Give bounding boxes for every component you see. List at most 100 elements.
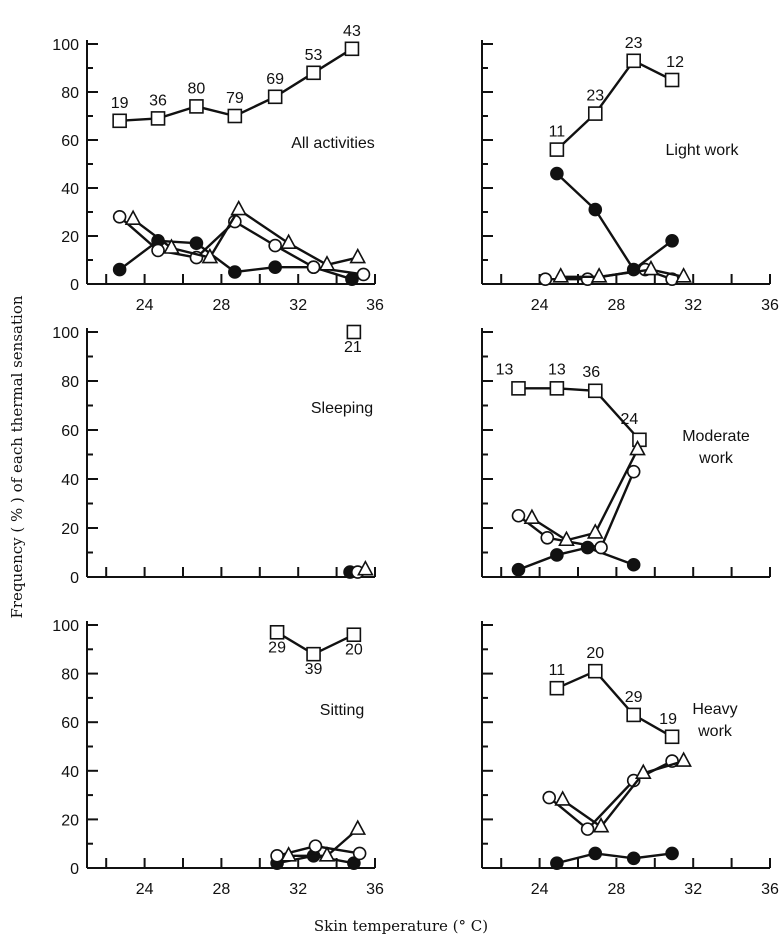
y-tick-label: 0 bbox=[70, 570, 79, 587]
x-axis-title: Skin temperature (° C) bbox=[314, 917, 488, 935]
x-tick-label: 32 bbox=[684, 297, 702, 314]
data-label: 12 bbox=[666, 54, 684, 71]
triangle-point bbox=[280, 846, 297, 862]
panel-title: Sitting bbox=[320, 702, 364, 719]
y-tick-label: 100 bbox=[52, 618, 79, 635]
data-label: 36 bbox=[582, 364, 600, 381]
square-point bbox=[549, 381, 565, 396]
x-tick-label: 36 bbox=[366, 881, 384, 898]
open-circle-point bbox=[594, 540, 608, 555]
triangle-point bbox=[586, 523, 604, 539]
data-label: 23 bbox=[625, 35, 643, 52]
x-tick-label: 28 bbox=[213, 297, 231, 314]
filled-circle-point bbox=[112, 262, 127, 277]
y-tick-label: 40 bbox=[61, 764, 79, 781]
data-label: 20 bbox=[345, 642, 363, 659]
triangle-point bbox=[523, 508, 541, 525]
series-line-triangle bbox=[560, 268, 684, 278]
y-tick-label: 80 bbox=[61, 374, 79, 391]
open-circle-point bbox=[511, 508, 526, 523]
triangle-point bbox=[590, 267, 608, 283]
open-circle-point bbox=[540, 530, 555, 545]
y-tick-label: 0 bbox=[70, 277, 79, 294]
panel-heavy-work: 24 28 32 36 Heavy work 11 20 29 19 bbox=[481, 621, 779, 898]
panel-title: All activities bbox=[291, 135, 375, 152]
square-point bbox=[269, 624, 285, 640]
square-point bbox=[346, 627, 362, 643]
series-line-filled-circle bbox=[556, 172, 673, 272]
x-tick-label: 28 bbox=[213, 881, 231, 898]
panel-moderate-work: Moderate work 13 13 36 24 bbox=[481, 328, 771, 578]
panel-sleeping: 0 20 40 60 80 100 Sleeping 21 bbox=[52, 324, 376, 587]
filled-circle-point bbox=[550, 548, 564, 562]
filled-circle-point bbox=[626, 262, 641, 277]
triangle-point bbox=[280, 233, 297, 249]
y-tick-label: 40 bbox=[61, 472, 79, 489]
filled-circle-point bbox=[550, 856, 564, 870]
open-circle-point bbox=[580, 822, 595, 836]
triangle-point bbox=[675, 267, 692, 283]
data-label: 80 bbox=[188, 80, 206, 97]
data-label: 11 bbox=[549, 124, 566, 141]
square-point bbox=[189, 99, 204, 114]
y-tick-label: 100 bbox=[52, 37, 79, 54]
x-tick-label: 32 bbox=[289, 297, 307, 314]
y-axis-title: Frequency ( % ) of each thermal sensatio… bbox=[8, 295, 26, 618]
square-point bbox=[549, 142, 565, 157]
y-tick-label: 40 bbox=[61, 181, 79, 198]
panel-title: Heavy work bbox=[692, 701, 737, 740]
open-circle-point bbox=[538, 272, 553, 287]
square-point bbox=[346, 324, 362, 340]
series-line-square bbox=[556, 669, 673, 738]
open-circle-point bbox=[112, 210, 127, 224]
data-label: 53 bbox=[305, 47, 323, 64]
square-point bbox=[112, 113, 127, 129]
y-tick-label: 60 bbox=[61, 715, 79, 732]
panel-all-activities: 0 20 40 60 80 100 24 28 32 36 All activities 19 36 80… bbox=[52, 23, 384, 314]
square-point bbox=[344, 41, 360, 57]
square-point bbox=[306, 65, 321, 81]
open-circle-point bbox=[580, 272, 595, 287]
panel-light-work: 24 28 32 36 Light work 11 23 23 12 bbox=[481, 35, 779, 314]
open-circle-point bbox=[306, 260, 321, 275]
data-label: 36 bbox=[149, 92, 167, 109]
square-point bbox=[626, 53, 641, 69]
triangle-point bbox=[230, 199, 248, 216]
triangle-point bbox=[124, 209, 142, 225]
triangle-point bbox=[349, 247, 367, 264]
triangle-point bbox=[318, 846, 336, 862]
filled-circle-point bbox=[588, 846, 603, 861]
square-point bbox=[150, 111, 166, 126]
series-line-triangle bbox=[561, 759, 684, 829]
x-tick-label: 28 bbox=[608, 881, 626, 898]
data-label: 19 bbox=[111, 95, 129, 112]
data-label: 43 bbox=[343, 23, 361, 40]
series-line-filled-circle bbox=[556, 852, 673, 865]
filled-circle-point bbox=[345, 272, 359, 287]
filled-circle-point bbox=[550, 166, 564, 181]
data-label: 24 bbox=[621, 411, 639, 428]
triangle-point bbox=[554, 790, 571, 806]
filled-circle-point bbox=[588, 202, 603, 217]
panel-sitting: 0 20 40 60 80 100 24 28 32 36 Sitting 29 39 20 bbox=[52, 618, 384, 898]
y-tick-label: 80 bbox=[61, 85, 79, 102]
y-tick-label: 80 bbox=[61, 667, 79, 684]
filled-circle-point bbox=[665, 846, 679, 861]
triangle-point bbox=[552, 267, 570, 283]
square-point bbox=[549, 680, 565, 696]
triangle-point bbox=[675, 751, 692, 767]
filled-circle-point bbox=[189, 236, 204, 250]
series-line-square bbox=[518, 387, 641, 441]
triangle-point bbox=[634, 763, 652, 780]
open-circle-point bbox=[151, 243, 165, 258]
filled-circle-point bbox=[347, 856, 361, 870]
x-tick-label: 24 bbox=[531, 297, 549, 314]
series-line-filled-circle bbox=[518, 546, 635, 571]
x-tick-label: 24 bbox=[531, 881, 549, 898]
x-tick-label: 32 bbox=[684, 881, 702, 898]
x-tick-label: 36 bbox=[366, 297, 384, 314]
panel-title: Moderate work bbox=[682, 428, 750, 467]
series-line-triangle bbox=[531, 449, 639, 542]
triangle-point bbox=[558, 530, 575, 547]
